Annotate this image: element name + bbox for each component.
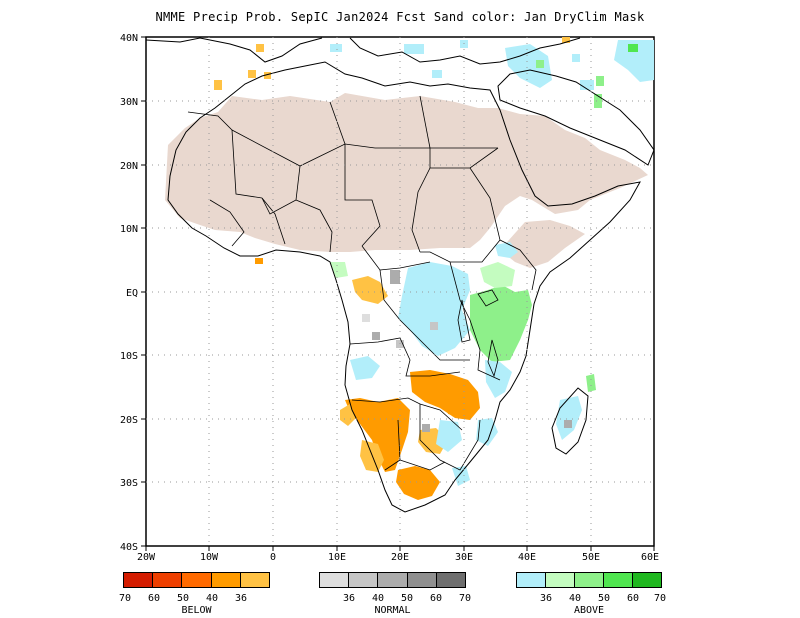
legend-tick-label: 70 <box>458 593 472 604</box>
lon-label: 30E <box>455 552 473 563</box>
legend-tick-label: 50 <box>597 593 611 604</box>
legend-swatch <box>182 573 212 587</box>
legend-swatch <box>407 573 437 587</box>
lat-label: 40S <box>120 542 138 553</box>
legend-tick-label: 40 <box>205 593 219 604</box>
legend-above-labels: 36 40 50 60 70 <box>516 593 666 605</box>
legend-below-name: BELOW <box>181 605 212 616</box>
legend-below-colorbar <box>123 572 270 588</box>
legend-swatch <box>604 573 633 587</box>
legend-tick-label: 60 <box>626 593 640 604</box>
lat-label: EQ <box>126 288 138 299</box>
lon-label: 0 <box>270 552 276 563</box>
europe-coastline <box>145 37 581 65</box>
legend-swatch <box>211 573 241 587</box>
lat-label: 20S <box>120 415 138 426</box>
legend-tick-label: 70 <box>118 593 132 604</box>
legend-tick-label: 60 <box>429 593 443 604</box>
graticule <box>146 37 654 546</box>
legend-swatch <box>124 573 154 587</box>
legend-tick-label: 40 <box>371 593 385 604</box>
lon-label: 20E <box>391 552 409 563</box>
lat-label: 10N <box>120 224 138 235</box>
africa-coastline <box>167 61 641 513</box>
legend-swatch <box>575 573 604 587</box>
legend-above-name: ABOVE <box>573 605 605 616</box>
above-normal-areas <box>330 40 654 486</box>
legend-tick-label: 50 <box>176 593 190 604</box>
lon-label: 20W <box>137 552 156 563</box>
legend-above: 36 40 50 60 70 ABOVE <box>516 572 666 618</box>
legend-tick-label: 70 <box>653 593 667 604</box>
legend-swatch <box>436 573 466 587</box>
arabian-peninsula <box>497 69 655 166</box>
legend-tick-label: 60 <box>147 593 161 604</box>
legend-swatch <box>517 573 546 587</box>
tick-marks <box>141 36 655 551</box>
longitude-labels: 20W 10W 0 10E 20E 30E 40E 50E 60E <box>137 552 659 563</box>
legend-above-colorbar <box>516 572 662 588</box>
legend-normal-labels: 36 40 50 60 70 <box>319 593 471 605</box>
legend-tick-label: 36 <box>342 593 356 604</box>
country-borders <box>187 95 537 471</box>
madagascar <box>551 387 589 455</box>
map-title: NMME Precip Prob. SepIC Jan2024 Fcst San… <box>155 10 645 24</box>
legend-normal: 36 40 50 60 70 NORMAL <box>319 572 471 618</box>
legend-swatch <box>546 573 575 587</box>
lakes <box>457 289 499 378</box>
legend-normal-name: NORMAL <box>374 605 411 616</box>
lon-label: 10E <box>328 552 346 563</box>
legend-swatch <box>349 573 379 587</box>
legend-swatch <box>153 573 183 587</box>
lat-label: 10S <box>120 351 138 362</box>
lat-label: 30N <box>120 97 138 108</box>
legend-swatch <box>378 573 408 587</box>
lon-label: 40E <box>518 552 536 563</box>
lon-label: 10W <box>200 552 219 563</box>
legend-below: 70 60 50 40 36 BELOW <box>119 572 270 618</box>
legend-tick-label: 40 <box>568 593 582 604</box>
lat-label: 30S <box>120 478 138 489</box>
below-normal-areas <box>214 37 570 500</box>
legend-swatch <box>320 573 350 587</box>
lat-label: 20N <box>120 161 138 172</box>
legend-swatch <box>633 573 661 587</box>
latitude-labels: 40N 30N 20N 10N EQ 10S 20S 30S 40S <box>120 33 138 553</box>
legend-tick-label: 36 <box>234 593 248 604</box>
legend-swatch <box>240 573 270 587</box>
lat-label: 40N <box>120 33 138 44</box>
lon-label: 50E <box>582 552 600 563</box>
legend-below-labels: 70 60 50 40 36 <box>119 593 270 605</box>
legend-tick-label: 50 <box>400 593 414 604</box>
dry-mask-region <box>165 93 648 268</box>
lon-label: 60E <box>641 552 659 563</box>
legend-normal-colorbar <box>319 572 466 588</box>
legend-tick-label: 36 <box>539 593 553 604</box>
